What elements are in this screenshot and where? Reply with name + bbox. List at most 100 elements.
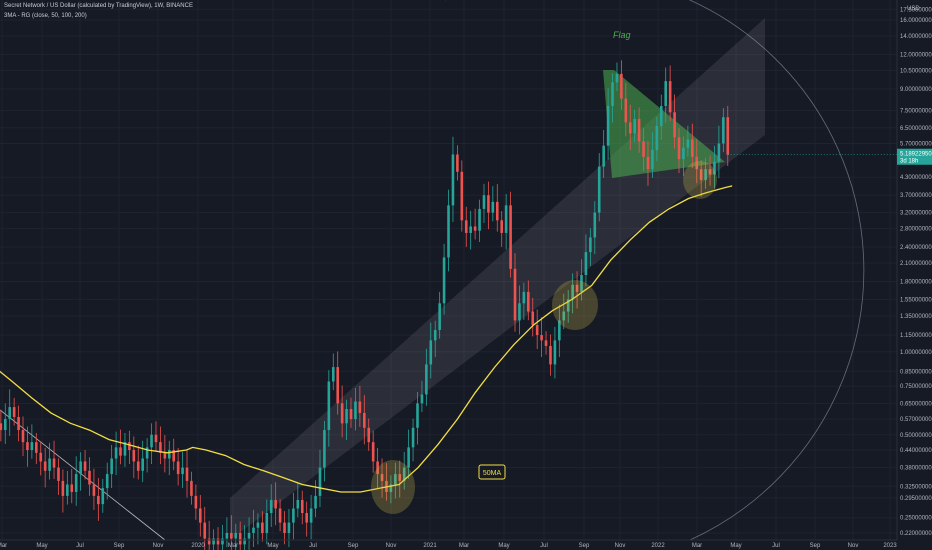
time-axis[interactable]: Mar May Jul Sep Nov 2020 Mar May Jul Sep Nov 2021 Ma… [0, 539, 897, 549]
time-tick-label: Jul [76, 543, 84, 549]
candle-body [145, 447, 149, 459]
candle-body [363, 412, 366, 428]
candle-body [606, 105, 610, 146]
candle-body [562, 311, 566, 321]
candle-body [221, 538, 224, 545]
candle-body [722, 117, 725, 144]
candle-body [580, 274, 583, 292]
candle-body [97, 495, 100, 505]
candle-body [416, 403, 419, 428]
candle-body [713, 161, 716, 175]
price-tick-label: 4.30000000 [900, 175, 932, 181]
time-tick-label: 2022 [651, 543, 665, 549]
price-tick-label: 2.40000000 [900, 245, 932, 251]
candle-body [309, 508, 313, 523]
candle-body [105, 474, 109, 489]
symbol-title[interactable]: Secret Network / US Dollar (calculated b… [4, 3, 193, 9]
candle-body [300, 499, 304, 514]
candle-body [141, 458, 144, 471]
candle-body [12, 407, 16, 417]
indicator-legend[interactable]: 3MA - RG (close, 50, 100, 200) [4, 13, 87, 19]
time-tick-label: Nov [848, 543, 859, 549]
candle-body [278, 508, 282, 523]
candle-body [451, 154, 455, 206]
candle-body [354, 401, 357, 420]
candle-body [101, 488, 105, 505]
price-tick-label: 17.50000000 [900, 7, 932, 13]
candle-body [398, 474, 402, 481]
price-tick-label: 0.75000000 [900, 384, 932, 390]
candle-body [66, 484, 69, 496]
price-tick-label: 0.85000000 [900, 369, 932, 375]
candle-body [340, 403, 344, 424]
candle-body [238, 533, 242, 545]
time-tick-label: Jul [309, 543, 317, 549]
candle-body [469, 226, 472, 233]
time-tick-label: Jul [772, 543, 780, 549]
candle-body [646, 156, 650, 170]
candle-body [668, 81, 672, 113]
highlight-circle [371, 460, 415, 514]
candle-body [682, 147, 685, 160]
candle-body [70, 484, 74, 492]
candle-body [380, 474, 384, 481]
drawing-layer [0, 0, 865, 541]
candle-body [535, 325, 539, 336]
candle-body [549, 345, 552, 365]
candle-body [136, 461, 140, 471]
price-tick-label: 2.10000000 [900, 261, 932, 267]
candle-body [442, 257, 446, 304]
price-tick-label: 10.50000000 [900, 68, 932, 74]
candle-body [123, 442, 127, 456]
candle-body [203, 522, 207, 539]
price-tick-label: 6.50000000 [900, 126, 932, 132]
candle-body [176, 461, 180, 475]
candle-body [269, 499, 273, 514]
time-tick-label: 2023 [883, 543, 897, 549]
candle-body [39, 452, 43, 462]
time-tick-label: Sep [348, 543, 359, 549]
candle-body [482, 195, 486, 209]
candle-body [491, 201, 495, 213]
candle-body [522, 291, 526, 304]
candle-body [88, 470, 91, 485]
ma-annotation: 50MA [483, 470, 502, 477]
candle-body [21, 430, 25, 443]
candle-body [207, 538, 211, 545]
candle-body [540, 335, 543, 341]
time-tick-label: Nov [615, 543, 626, 549]
candle-body [500, 220, 504, 233]
price-tick-label: 0.22000000 [900, 531, 932, 537]
candle-body [695, 156, 699, 170]
time-tick-label: Mar [228, 543, 238, 549]
candle-body [8, 407, 12, 420]
candle-body [527, 291, 530, 312]
price-tick-label: 0.57000000 [900, 417, 932, 423]
candle-body [628, 122, 632, 134]
candle-body [691, 139, 694, 157]
candle-body [611, 82, 614, 106]
price-tick-label: 2.80000000 [900, 227, 932, 233]
candle-body [194, 495, 198, 509]
candle-body [292, 508, 295, 523]
candle-body [323, 430, 326, 468]
candle-body [234, 533, 238, 539]
price-tick-label: 9.00000000 [900, 87, 932, 93]
time-tick-label: 2021 [423, 543, 437, 549]
price-tick-label: 1.80000000 [900, 279, 932, 285]
candle-body [57, 467, 60, 481]
candle-body [243, 538, 246, 545]
candle-body [589, 237, 592, 253]
candle-body [327, 381, 331, 431]
price-tick-label: 0.32500000 [900, 484, 932, 490]
candle-body [376, 461, 379, 475]
candle-body [433, 329, 437, 341]
price-tick-label: 7.50000000 [900, 109, 932, 115]
candle-body [558, 320, 561, 341]
candle-body [717, 143, 721, 162]
candle-body [504, 205, 508, 233]
candle-body [566, 299, 570, 312]
candle-body [544, 340, 548, 346]
